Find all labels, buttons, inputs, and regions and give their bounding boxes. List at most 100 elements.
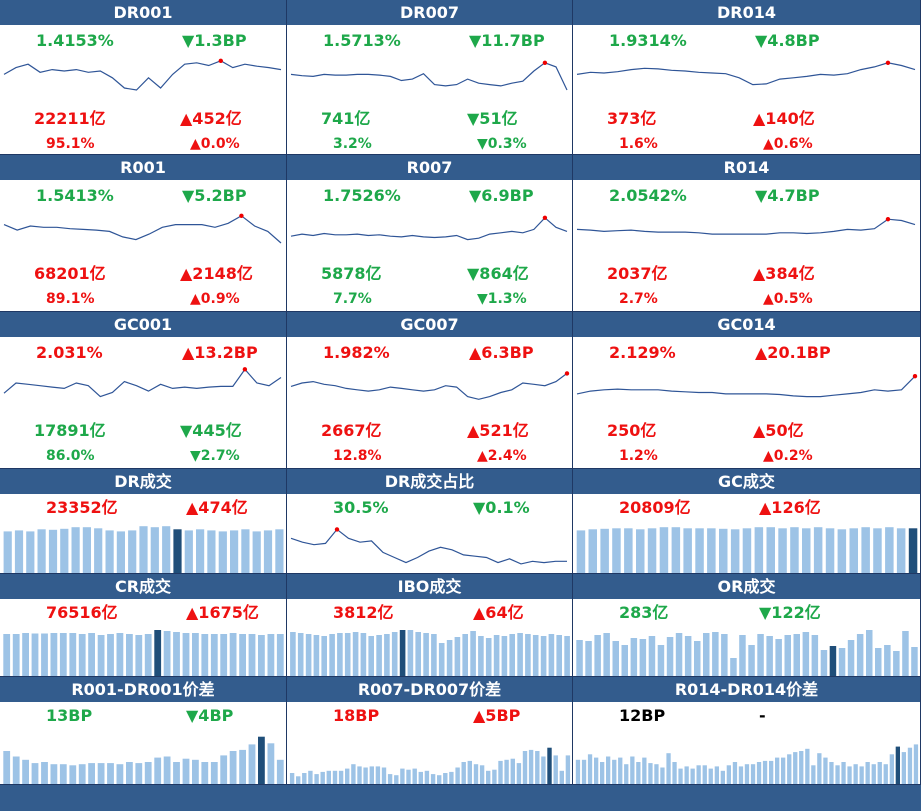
bar — [492, 769, 497, 784]
rate-value: 1.4153% — [36, 31, 114, 50]
footer-bar — [0, 785, 921, 811]
bar — [332, 770, 338, 784]
bar — [22, 633, 29, 676]
bar — [192, 759, 199, 784]
bar — [3, 634, 11, 676]
panel-1: DR001 1.4153% ▼1.3BP 22211亿 ▲452亿 95.1% ▲0.0% — [0, 0, 287, 155]
panel-title: R014 — [573, 155, 920, 180]
bar — [847, 640, 855, 676]
right-value: ▲64亿 — [473, 603, 524, 622]
bar — [357, 766, 362, 784]
bar — [135, 763, 143, 784]
share-change: ▲0.2% — [763, 448, 813, 464]
bar — [41, 633, 48, 676]
bar — [838, 648, 846, 676]
bar — [657, 645, 665, 676]
bar — [873, 528, 882, 573]
bar — [437, 775, 442, 784]
share-change: ▲0.6% — [763, 136, 813, 152]
bar — [97, 635, 105, 676]
bar-chart — [3, 526, 284, 573]
sparkline-max-marker — [885, 216, 891, 222]
bar — [509, 634, 515, 676]
bar — [407, 630, 414, 676]
bar — [559, 770, 564, 784]
volume-value: 373亿 — [607, 109, 657, 128]
bar — [479, 765, 485, 784]
bar — [400, 768, 405, 784]
panel-title: DR007 — [287, 0, 572, 25]
bar — [703, 633, 710, 676]
left-value: 30.5% — [333, 498, 389, 517]
panel-title: GC014 — [573, 312, 920, 337]
panel-title: R014-DR014价差 — [573, 677, 920, 702]
bar — [695, 528, 704, 573]
bar — [26, 531, 35, 573]
volume-value: 2667亿 — [321, 421, 382, 440]
bar — [630, 638, 638, 676]
bar — [424, 770, 430, 784]
bar-chart — [3, 630, 284, 676]
bar-current — [908, 528, 918, 573]
bar — [308, 770, 313, 784]
bar — [813, 527, 823, 573]
bar — [69, 765, 77, 784]
bar — [352, 632, 359, 676]
bar — [210, 634, 218, 676]
panel-8: GC007 1.982% ▲6.3BP 2667亿 ▲521亿 12.8% ▲2.4% — [287, 312, 573, 469]
sparkline-max-marker — [542, 60, 548, 66]
bar — [276, 634, 284, 676]
bar — [849, 528, 858, 573]
bar — [3, 531, 12, 573]
bar — [675, 633, 683, 676]
bar — [802, 528, 811, 573]
bar — [612, 641, 619, 676]
bar — [648, 763, 653, 784]
bar — [163, 631, 171, 676]
bar — [275, 529, 284, 573]
right-value: ▼4BP — [186, 706, 234, 725]
bar-current — [154, 630, 162, 676]
bar — [220, 755, 228, 784]
bar — [498, 760, 503, 784]
bar — [412, 768, 417, 784]
volume-change: ▲452亿 — [180, 109, 242, 128]
bar — [329, 634, 335, 676]
bar — [666, 637, 674, 676]
panel-title: R007-DR007价差 — [287, 677, 572, 702]
bar — [516, 763, 522, 784]
bar — [289, 773, 295, 784]
bar — [714, 766, 719, 784]
right-value: ▲5BP — [473, 706, 521, 725]
bar — [802, 632, 810, 676]
bar — [618, 757, 623, 784]
share-change: ▲0.0% — [190, 136, 240, 152]
bar — [12, 634, 20, 676]
bar — [548, 634, 555, 676]
share-change: ▼1.3% — [477, 291, 527, 307]
bar — [748, 645, 755, 676]
bar — [756, 762, 762, 784]
bar — [660, 767, 665, 784]
bar — [173, 632, 180, 676]
sparkline-series — [576, 62, 916, 86]
bar — [252, 531, 261, 573]
bar — [126, 762, 133, 784]
bar — [730, 658, 737, 676]
share-value: 95.1% — [46, 136, 95, 152]
bar — [360, 633, 367, 676]
bar — [387, 774, 393, 784]
bar — [911, 647, 918, 676]
bar — [775, 639, 782, 676]
panel-title: GC001 — [0, 312, 286, 337]
bar — [847, 766, 852, 784]
bar — [443, 773, 448, 784]
bar — [297, 633, 304, 676]
bar — [94, 528, 103, 573]
sparkline-series — [290, 62, 568, 91]
bar — [525, 634, 531, 676]
bar — [345, 768, 350, 784]
bar — [59, 764, 67, 784]
rate-change: ▼6.9BP — [469, 186, 534, 205]
volume-value: 22211亿 — [34, 109, 106, 128]
